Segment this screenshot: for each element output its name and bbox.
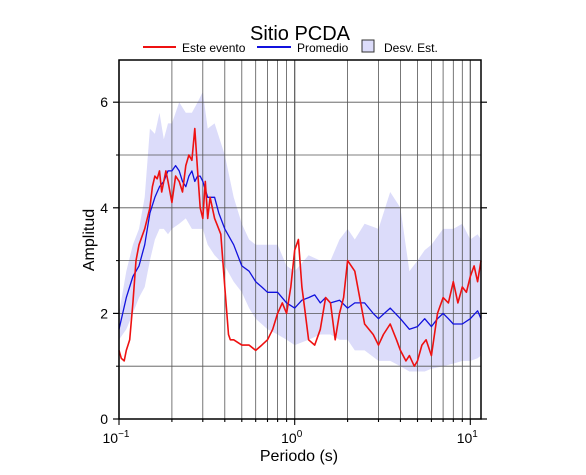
y-tick-label: 6	[100, 94, 108, 110]
legend-label-desv-est: Desv. Est.	[384, 41, 438, 55]
plot-frame	[118, 59, 482, 420]
x-axis-label: Periodo (s)	[260, 448, 338, 465]
chart-title: Sitio PCDA	[250, 23, 351, 45]
x-tick-label: 101	[457, 429, 479, 446]
y-tick-label: 4	[100, 200, 108, 216]
series-este-evento-line	[118, 127, 482, 367]
legend-label-este-evento: Este evento	[182, 41, 246, 55]
x-tick-label: 100	[281, 429, 303, 446]
y-tick-label: 2	[100, 305, 108, 321]
std-band	[119, 91, 481, 372]
plot-area: 0 2 4 6 10−1 100 101	[100, 59, 487, 446]
y-tick-label: 0	[100, 411, 108, 427]
x-tick-label: 10−1	[103, 429, 130, 446]
y-axis-label: Amplitud	[81, 209, 98, 271]
legend-swatch-desv-est	[361, 39, 375, 53]
series-promedio-line	[118, 164, 482, 330]
legend-label-promedio: Promedio	[297, 41, 349, 55]
legend: Este evento Promedio Desv. Est.	[143, 39, 438, 55]
